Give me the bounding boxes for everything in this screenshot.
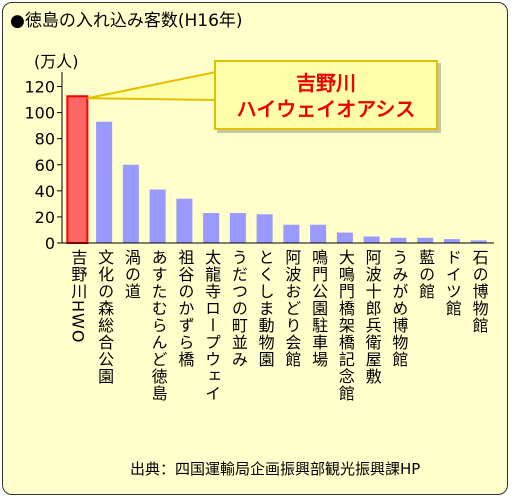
y-axis-unit-label: (万人) <box>34 52 79 71</box>
x-category-label: うだつの町並み <box>228 249 248 368</box>
x-category-label: 太龍寺ロープウェイ <box>202 249 222 402</box>
x-category-label: 鳴門公園駐車場 <box>309 249 329 368</box>
bar <box>122 164 139 243</box>
bar <box>443 239 460 243</box>
bar <box>149 189 166 243</box>
y-tick-label: 80 <box>35 130 55 149</box>
bar <box>283 224 300 243</box>
x-category-label: 祖谷のかずら橋 <box>175 249 195 368</box>
bar <box>336 232 353 243</box>
x-category-label: 藍の館 <box>416 249 436 300</box>
x-category-label: とくしま動物園 <box>255 249 275 368</box>
bar <box>470 240 487 243</box>
bar <box>363 236 380 243</box>
callout-line-1: 吉野川 <box>296 71 356 95</box>
y-tick-label: 20 <box>35 208 55 227</box>
y-tick-label: 100 <box>24 104 55 123</box>
source-note: 出典：四国運輸局企画振興部観光振興課HP <box>130 460 421 478</box>
x-category-label: 渦の道 <box>121 249 141 300</box>
chart-title: ●徳島の入れ込み客数(H16年) <box>10 11 243 31</box>
x-category-label: うみがめ博物館 <box>389 249 409 368</box>
x-category-label: 石の博物館 <box>469 249 489 334</box>
x-category-label: 大鳴門橋架橋記念館 <box>335 249 355 402</box>
bar <box>96 121 113 243</box>
bar <box>390 237 407 243</box>
bar <box>229 213 246 243</box>
y-tick-label: 60 <box>35 156 55 175</box>
bar <box>203 213 220 243</box>
y-tick-label: 0 <box>45 234 55 253</box>
callout-pointer <box>87 70 217 102</box>
bar <box>176 198 193 243</box>
callout-box: 吉野川 ハイウェイオアシス <box>214 60 438 130</box>
x-category-label: 吉野川HWO <box>68 249 88 344</box>
bar <box>310 224 327 243</box>
bar <box>417 237 434 243</box>
x-category-label: あすたむらんど徳島 <box>148 249 168 402</box>
bar <box>256 214 273 243</box>
bar-highlight <box>66 95 89 244</box>
x-category-label: ドイツ館 <box>442 249 462 317</box>
x-category-label: 阿波おどり会館 <box>282 249 302 368</box>
y-tick-label: 120 <box>24 78 55 97</box>
x-category-label: 阿波十郎兵衛屋敷 <box>362 249 382 385</box>
y-tick-label: 40 <box>35 182 55 201</box>
x-category-label: 文化の森総合公園 <box>95 249 115 385</box>
callout-line-2: ハイウェイオアシス <box>236 97 416 121</box>
